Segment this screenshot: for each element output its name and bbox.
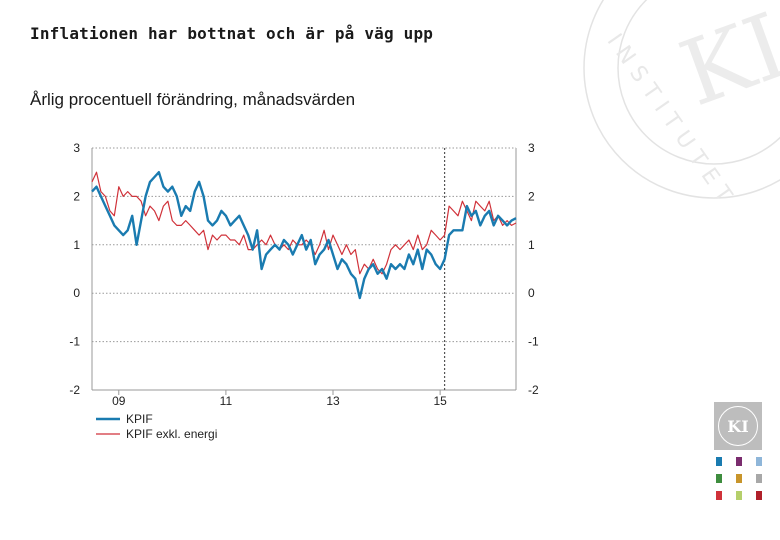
y-tick-left: 0 bbox=[73, 286, 80, 300]
y-tick-left: -1 bbox=[69, 335, 80, 349]
x-tick-label: 11 bbox=[220, 394, 233, 408]
y-tick-left: -2 bbox=[69, 383, 80, 397]
legend-label: KPIF exkl. energi bbox=[126, 427, 217, 441]
color-swatch bbox=[736, 457, 742, 466]
y-tick-right: 0 bbox=[528, 286, 535, 300]
ki-seal-watermark: KI INSTITUTET bbox=[583, 0, 780, 213]
y-tick-right: 3 bbox=[528, 141, 535, 155]
y-tick-right: -1 bbox=[528, 335, 539, 349]
series-line-kpif bbox=[91, 170, 517, 300]
x-tick-label: 09 bbox=[112, 394, 126, 408]
y-tick-right: -2 bbox=[528, 383, 539, 397]
series-layer bbox=[91, 170, 517, 300]
y-tick-right: 2 bbox=[528, 189, 535, 203]
color-swatch bbox=[756, 457, 762, 466]
y-tick-left: 3 bbox=[73, 141, 80, 155]
x-tick-label: 13 bbox=[326, 394, 340, 408]
y-tick-left: 1 bbox=[73, 238, 80, 252]
color-swatch bbox=[716, 457, 722, 466]
color-swatch bbox=[736, 491, 742, 500]
ki-logo-monogram: KI bbox=[718, 406, 758, 446]
color-swatch bbox=[756, 474, 762, 483]
y-tick-right: 1 bbox=[528, 238, 535, 252]
y-tick-left: 2 bbox=[73, 189, 80, 203]
ki-logo: KI bbox=[714, 402, 762, 450]
color-swatch bbox=[716, 474, 722, 483]
series-line-kpif-exkl-energi bbox=[91, 171, 517, 275]
legend-label: KPIF bbox=[126, 412, 153, 426]
color-swatch bbox=[756, 491, 762, 500]
chart-subtitle: Årlig procentuell förändring, månadsvärd… bbox=[30, 90, 356, 109]
color-swatch bbox=[736, 474, 742, 483]
x-tick-label: 15 bbox=[433, 394, 447, 408]
chart-title: Inflationen har bottnat och är på väg up… bbox=[30, 24, 434, 43]
grid bbox=[92, 147, 516, 391]
axes: -2 -2-1 -10 01 12 23 309 11 13 15 bbox=[69, 141, 539, 408]
color-swatch bbox=[716, 491, 722, 500]
